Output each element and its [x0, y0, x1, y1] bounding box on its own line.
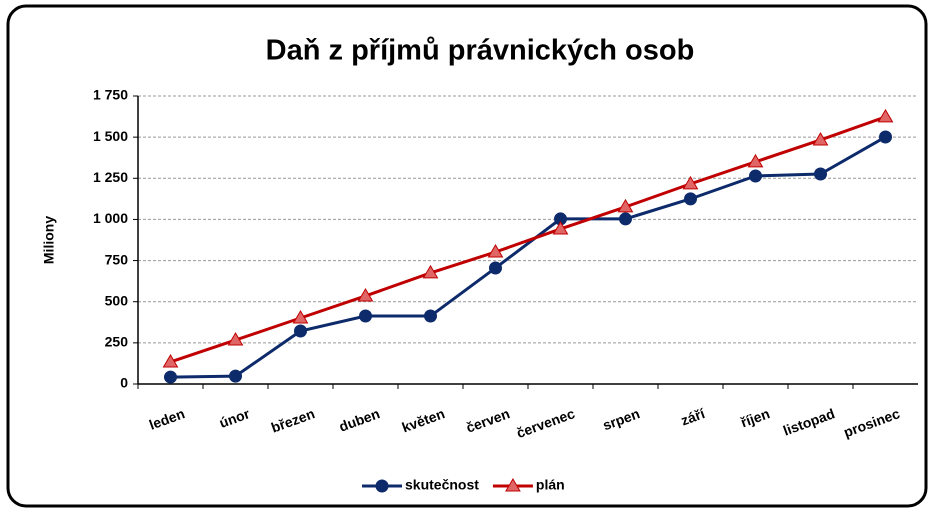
point [357, 287, 374, 302]
y-tick-label: 250 [105, 334, 129, 350]
point [227, 332, 244, 346]
point [877, 108, 894, 123]
point [682, 175, 699, 190]
point [814, 167, 827, 181]
y-tick-label: 1 000 [93, 210, 128, 226]
legend-marker [375, 479, 389, 493]
legend-label: skutečnost [405, 477, 479, 493]
point [749, 169, 762, 183]
point [617, 198, 634, 213]
legend-marker [505, 478, 521, 492]
y-tick-label: 750 [105, 251, 129, 267]
point [294, 324, 307, 338]
point [747, 153, 764, 168]
y-tick-label: 1 250 [93, 169, 128, 185]
y-tick-label: 1 500 [93, 128, 128, 144]
y-tick-label: 500 [105, 292, 129, 308]
point [487, 244, 504, 258]
point [812, 131, 829, 146]
point [292, 310, 309, 324]
point [552, 220, 569, 235]
point [422, 264, 439, 279]
y-axis-label: Miliony [41, 216, 57, 264]
point [424, 309, 437, 323]
y-tick-label: 1 750 [93, 87, 128, 103]
point [879, 130, 892, 144]
point [229, 369, 242, 383]
point [359, 309, 372, 323]
point [489, 261, 502, 275]
point [554, 212, 567, 226]
y-tick-label: 0 [120, 375, 128, 391]
series-line [170, 135, 887, 379]
series-line [170, 115, 887, 364]
point [619, 212, 632, 226]
point [684, 192, 697, 206]
point [164, 370, 177, 384]
legend-label: plán [536, 477, 565, 493]
point [162, 353, 179, 368]
chart-title: Daň z příjmů právnických osob [266, 35, 695, 67]
